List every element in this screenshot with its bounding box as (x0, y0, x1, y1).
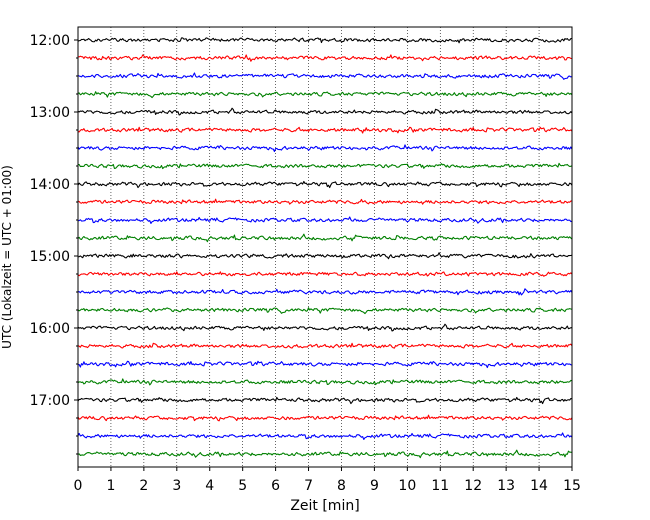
x-tick-label: 10 (398, 478, 416, 494)
trace-line (77, 432, 573, 440)
trace-line (77, 107, 573, 116)
trace-line (77, 378, 573, 386)
trace-line (77, 252, 573, 260)
trace-line (77, 449, 573, 459)
trace-line (77, 144, 573, 153)
trace-line (77, 72, 573, 80)
x-tick-label: 7 (304, 478, 313, 494)
y-tick-label: 14:00 (30, 177, 70, 193)
x-tick-label: 3 (172, 478, 181, 494)
y-axis-label: UTC (Lokalzeit = UTC + 01:00) (0, 165, 14, 349)
trace-line (77, 233, 573, 243)
x-tick-label: 15 (563, 478, 581, 494)
x-tick-label: 0 (74, 478, 83, 494)
y-axis-ticks: 12:00 13:00 14:00 15:00 16:00 17:00 (30, 33, 78, 455)
x-tick-label: 1 (106, 478, 115, 494)
trace-line (77, 216, 573, 224)
x-tick-label: 14 (530, 478, 548, 494)
x-tick-label: 8 (337, 478, 346, 494)
trace-line (77, 198, 573, 205)
trace-line (77, 126, 573, 134)
seismic-traces (77, 37, 573, 459)
x-tick-label: 11 (431, 478, 449, 494)
trace-line (77, 91, 573, 99)
trace-line (77, 288, 573, 296)
x-tick-label: 2 (139, 478, 148, 494)
trace-line (77, 180, 573, 189)
trace-line (77, 37, 573, 44)
trace-line (77, 54, 573, 62)
x-tick-label: 5 (238, 478, 247, 494)
trace-line (77, 323, 573, 332)
trace-line (77, 307, 573, 315)
trace-line (77, 342, 573, 349)
plot-frame (77, 26, 573, 468)
y-tick-label: 15:00 (30, 249, 70, 265)
trace-line (77, 396, 573, 405)
x-tick-label: 4 (205, 478, 214, 494)
trace-line (77, 360, 573, 369)
trace-line (77, 414, 573, 422)
y-tick-label: 17:00 (30, 393, 70, 409)
x-tick-label: 6 (271, 478, 280, 494)
y-tick-label: 12:00 (30, 33, 70, 49)
x-axis-label: Zeit [min] (290, 498, 359, 514)
x-axis-ticks: 0 1 2 3 4 5 6 7 8 9 10 11 12 13 14 15 (74, 467, 581, 494)
y-tick-label: 16:00 (30, 321, 70, 337)
trace-line (77, 162, 573, 170)
x-tick-label: 13 (497, 478, 515, 494)
vertical-gridlines (110, 27, 540, 467)
x-tick-label: 12 (464, 478, 482, 494)
trace-line (77, 271, 573, 277)
y-tick-label: 13:00 (30, 105, 70, 121)
x-tick-label: 9 (370, 478, 379, 494)
